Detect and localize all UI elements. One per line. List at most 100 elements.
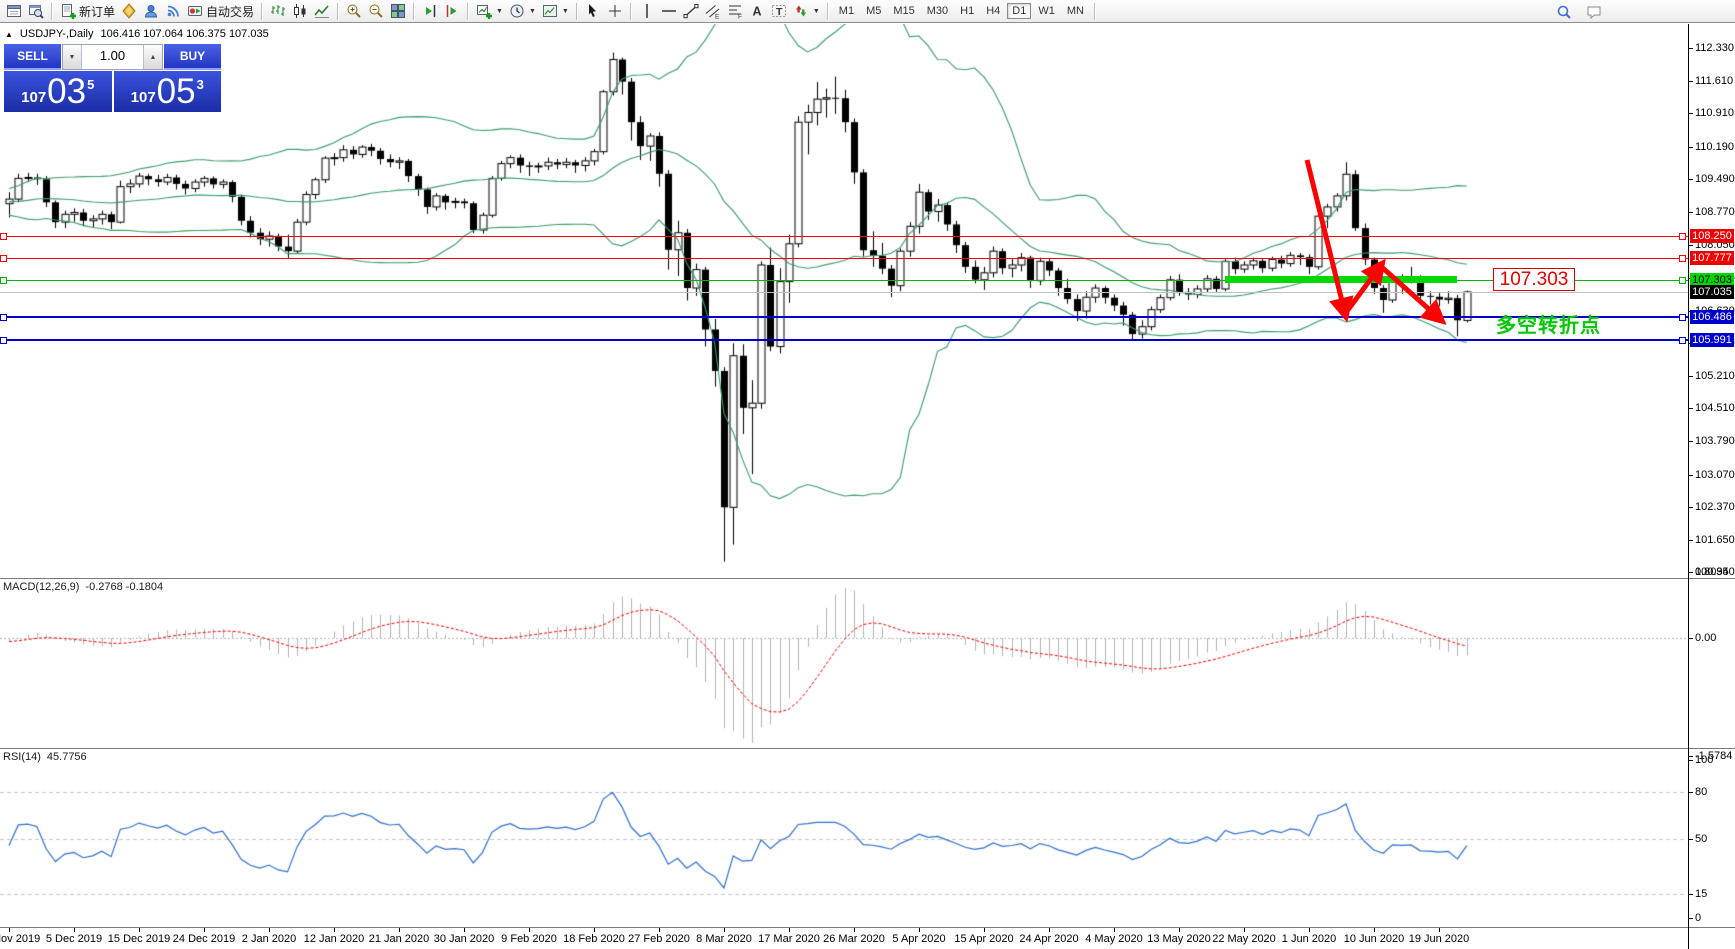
sell-price-prefix: 107 — [21, 89, 47, 106]
time-axis-tick — [854, 928, 855, 932]
axis-tick — [1689, 147, 1693, 148]
time-axis-label: 12 Jan 2020 — [303, 933, 365, 945]
vertical-line-button[interactable] — [636, 1, 658, 21]
signals-button[interactable] — [162, 1, 184, 21]
price-axis-label: 112.330 — [1695, 42, 1734, 54]
price-axis-label: 15 — [1695, 888, 1708, 900]
timeframe-mn-button[interactable]: MN — [1066, 5, 1084, 17]
autotrading-button[interactable]: 自动交易 — [184, 1, 257, 21]
price-level-badge: 107.777 — [1690, 251, 1734, 265]
annotation-note[interactable]: 多空转折点 — [1496, 315, 1601, 337]
time-axis-label: 15 Apr 2020 — [954, 933, 1014, 945]
price-axis-label: 102.370 — [1695, 501, 1735, 513]
collapse-icon[interactable]: ▲ — [5, 29, 13, 39]
price-callout-box[interactable]: 107.303 — [1493, 268, 1575, 291]
time-axis-tick — [74, 928, 75, 932]
time-axis-tick — [399, 928, 400, 932]
periods-dropdown-caret[interactable]: ▼ — [528, 7, 536, 15]
chart-shift-button[interactable] — [441, 1, 463, 21]
equidistant-channel-button[interactable]: E — [702, 1, 724, 21]
zoom-out-button[interactable] — [365, 1, 387, 21]
sell-price-pip: 5 — [87, 77, 95, 92]
sell-button[interactable]: SELL — [4, 44, 61, 70]
templates-button[interactable]: ▼ — [539, 1, 572, 21]
text-label-icon: T — [771, 3, 787, 19]
axis-tick — [1689, 792, 1693, 793]
volume-increase-button[interactable]: ▲ — [143, 45, 162, 69]
charts-grid-button[interactable] — [3, 1, 25, 21]
equidistant-channel-icon: E — [705, 3, 721, 19]
trendline-button[interactable] — [680, 1, 702, 21]
ohlc-values: 106.416 107.064 106.375 107.035 — [100, 28, 269, 40]
price-axis-label: 111.610 — [1695, 75, 1734, 87]
zoom-in-button[interactable] — [343, 1, 365, 21]
time-axis-tick — [1114, 928, 1115, 932]
community-button[interactable] — [140, 1, 162, 21]
price-level-badge: 108.250 — [1690, 229, 1734, 243]
text-label-button[interactable]: T — [768, 1, 790, 21]
time-axis-label: 26 Mar 2020 — [823, 933, 885, 945]
time-axis-tick — [269, 928, 270, 932]
pane-separator-macd[interactable] — [0, 578, 1735, 579]
arrows-dropdown-caret[interactable]: ▼ — [812, 7, 820, 15]
timeframe-m1-button[interactable]: M1 — [838, 5, 855, 17]
arrows-button[interactable]: ▼ — [790, 1, 823, 21]
time-axis-label: 27 Feb 2020 — [628, 933, 690, 945]
buy-price-tile[interactable]: 107 05 3 — [113, 71, 221, 112]
timeframe-m5-button[interactable]: M5 — [866, 5, 882, 17]
chart-canvas[interactable] — [0, 24, 1688, 949]
bar-chart-button[interactable] — [267, 1, 289, 21]
arrows-icon — [793, 3, 809, 19]
timeframe-h4-button[interactable]: H4 — [986, 5, 1001, 17]
pane-separator-rsi[interactable] — [0, 748, 1735, 749]
periods-button[interactable]: ▼ — [506, 1, 539, 21]
metaeditor-button[interactable] — [118, 1, 140, 21]
strategy-tester-button[interactable] — [25, 1, 47, 21]
templates-icon — [542, 3, 558, 19]
toolbar-separator — [51, 2, 53, 20]
time-axis-label: 10 Jun 2020 — [1343, 933, 1405, 945]
price-axis-label: 105.210 — [1695, 370, 1735, 382]
auto-scroll-icon — [422, 3, 438, 19]
chat-button[interactable] — [1583, 2, 1605, 22]
price-level-badge: 106.486 — [1690, 310, 1734, 324]
buy-button[interactable]: BUY — [164, 44, 221, 70]
crosshair-button[interactable] — [604, 1, 626, 21]
templates-dropdown-caret[interactable]: ▼ — [561, 7, 569, 15]
time-axis-label: 22 May 2020 — [1212, 933, 1276, 945]
sell-price-tile[interactable]: 107 03 5 — [4, 71, 112, 112]
search-button[interactable] — [1553, 2, 1575, 22]
timeframe-m30-button[interactable]: M30 — [926, 5, 949, 17]
timeframe-w1-button[interactable]: W1 — [1038, 5, 1055, 17]
cursor-button[interactable] — [582, 1, 604, 21]
toolbar-separator — [629, 2, 632, 20]
new-chart-button[interactable]: ▼ — [473, 1, 506, 21]
price-axis-label: 108.770 — [1695, 206, 1735, 218]
price-axis-label: 80 — [1695, 786, 1708, 798]
tile-windows-button[interactable] — [387, 1, 409, 21]
volume-value[interactable]: 1.00 — [99, 48, 126, 63]
time-axis-tick — [334, 928, 335, 932]
text-button[interactable]: A — [746, 1, 768, 21]
timeframe-d1-button[interactable]: D1 — [1007, 3, 1032, 19]
price-axis-label: 0 — [1695, 912, 1702, 924]
timeframe-m15-button[interactable]: M15 — [893, 5, 915, 17]
volume-decrease-button[interactable]: ▼ — [63, 45, 82, 69]
time-axis-label: 26 Nov 2019 — [0, 933, 41, 945]
new-order-button[interactable]: 新订单 — [57, 1, 118, 21]
new-chart-dropdown-caret[interactable]: ▼ — [496, 7, 503, 15]
candlestick-chart-button[interactable] — [289, 1, 311, 21]
line-chart-button[interactable] — [311, 1, 333, 21]
time-axis-label: 5 Apr 2020 — [892, 933, 946, 945]
macd-indicator-label: MACD(12,26,9) -0.2768 -0.1804 — [3, 581, 163, 593]
axis-tick — [1689, 894, 1693, 895]
fibonacci-button[interactable]: F — [724, 1, 746, 21]
zoom-out-icon — [368, 3, 384, 19]
time-axis-tick — [659, 928, 660, 932]
auto-scroll-button[interactable] — [419, 1, 441, 21]
price-axis-label: 104.510 — [1695, 402, 1735, 414]
timeframe-h1-button[interactable]: H1 — [960, 5, 975, 17]
price-axis[interactable]: 112.330 111.610 110.910 110.190 109.490 108.7… — [1688, 24, 1735, 927]
horizontal-line-button[interactable] — [658, 1, 680, 21]
